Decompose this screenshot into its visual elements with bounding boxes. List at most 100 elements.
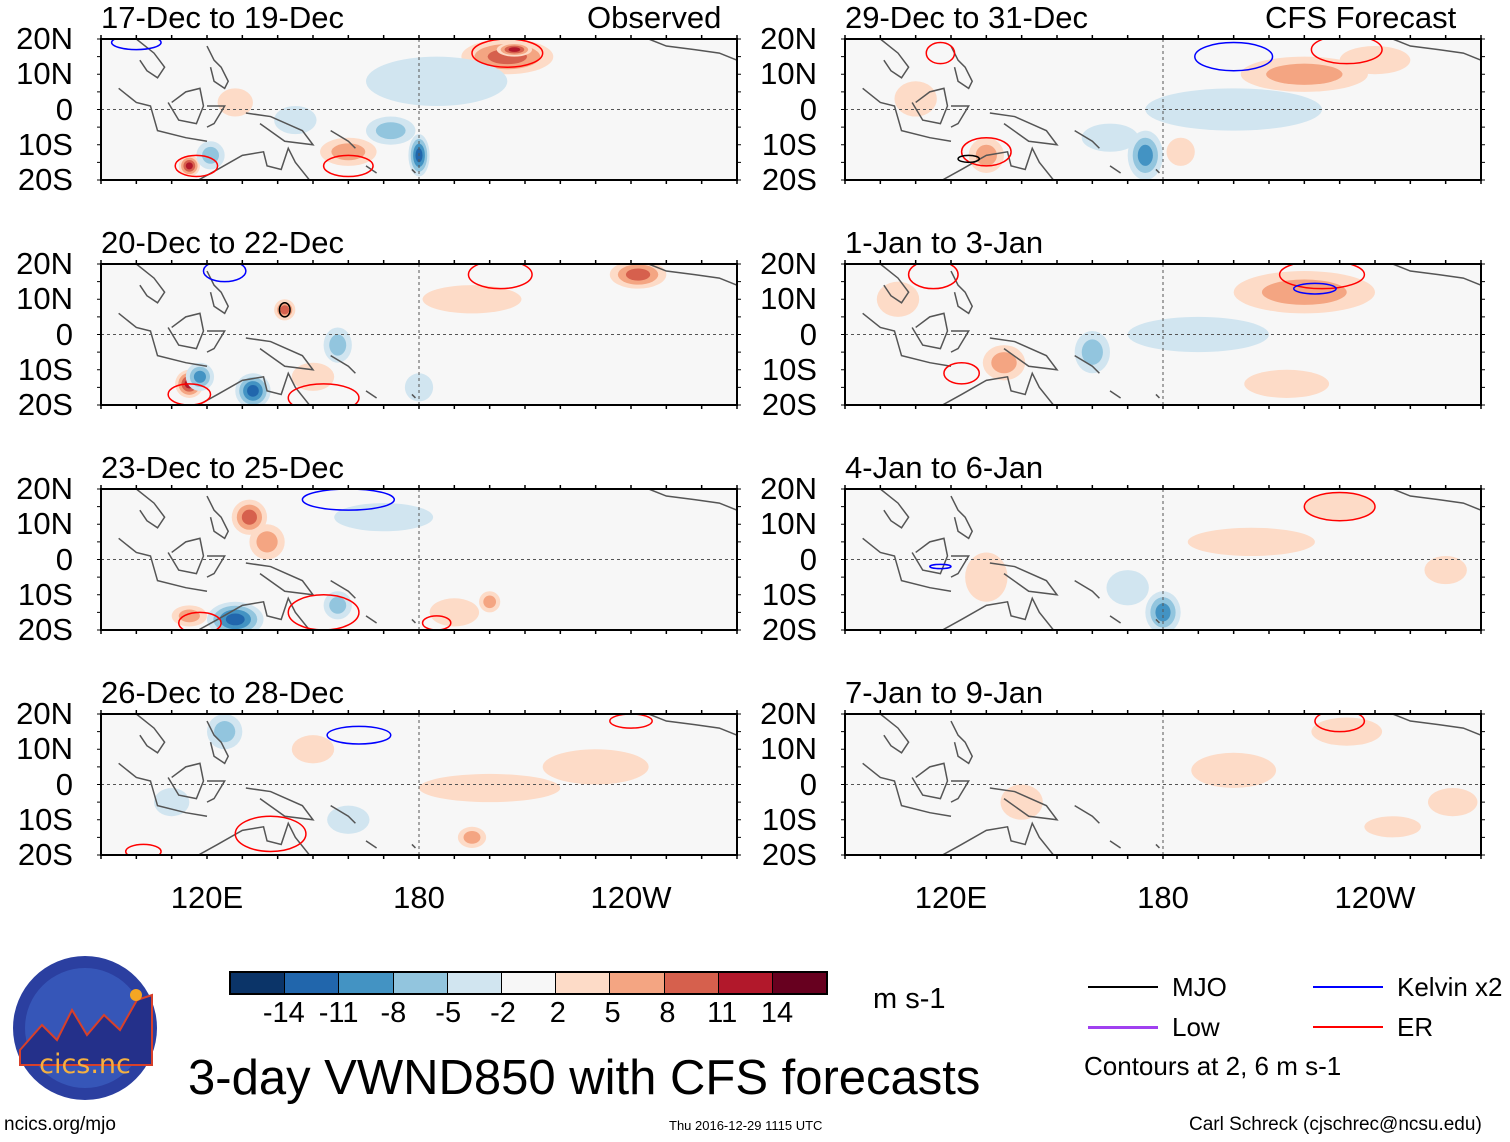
wind-anomaly-blob — [247, 385, 259, 397]
wind-anomaly-blob — [375, 122, 406, 140]
coastline — [1109, 390, 1122, 399]
y-tick-label: 10S — [761, 576, 817, 612]
coastline — [206, 720, 230, 765]
coastline — [206, 270, 230, 315]
er-contour — [287, 383, 360, 405]
panel-title: 20-Dec to 22-Dec — [101, 225, 344, 260]
er-contour — [907, 264, 959, 290]
footer-url[interactable]: ncics.org/mjo — [4, 1114, 116, 1135]
coastline — [911, 537, 949, 575]
colorbar-label: 11 — [707, 997, 738, 1029]
wind-anomaly-blob — [429, 598, 480, 627]
coastline — [950, 720, 974, 765]
coastline — [940, 596, 1055, 630]
er-contour — [234, 815, 307, 853]
wind-anomaly-blob — [1428, 788, 1478, 817]
map-panel — [97, 710, 741, 859]
wind-anomaly-blob — [225, 613, 245, 626]
y-tick-label: 20N — [16, 21, 73, 56]
colorbar-units: m s-1 — [873, 983, 946, 1015]
y-tick-label: 10N — [760, 56, 817, 92]
coastline — [365, 840, 378, 849]
coastline — [245, 112, 315, 146]
er-contour — [322, 154, 374, 178]
wind-anomaly-blob — [291, 362, 335, 391]
coastline — [648, 264, 737, 286]
panel-title: 7-Jan to 9-Jan — [845, 675, 1044, 710]
coastline — [950, 495, 974, 540]
wind-anomaly-blob — [241, 509, 257, 525]
coastline — [411, 618, 416, 624]
legend-label: Low — [1172, 1012, 1220, 1042]
kelvin-contour — [1292, 282, 1337, 295]
coastline — [879, 39, 910, 79]
coastline — [1392, 39, 1481, 61]
coastline — [196, 371, 311, 405]
coastline — [879, 714, 910, 754]
wind-anomaly-blob — [1187, 527, 1315, 556]
coastline — [330, 355, 356, 374]
map-panel — [841, 485, 1485, 634]
wind-anomaly-blob — [202, 146, 220, 164]
coastline — [330, 130, 356, 149]
y-tick-label: 10N — [760, 731, 817, 767]
coastline — [989, 562, 1059, 596]
legend-swatch-kelvin-x2 — [1313, 986, 1383, 988]
wind-anomaly-blob — [419, 773, 561, 803]
coastline — [648, 714, 737, 736]
coastline — [1392, 264, 1481, 286]
colorbar-swatch — [610, 973, 665, 993]
y-tick-label: 10S — [17, 126, 73, 162]
colorbar — [229, 971, 829, 995]
legend-swatch-mjo — [1088, 986, 1158, 988]
er-contour — [124, 843, 162, 855]
wind-anomaly-blob — [256, 531, 278, 553]
coastline — [365, 615, 378, 624]
coastline — [911, 762, 949, 800]
coastline — [879, 489, 910, 529]
y-tick-label: 20N — [760, 246, 817, 281]
mjo-contour — [278, 302, 291, 318]
wind-anomaly-blob — [422, 285, 522, 314]
wind-anomaly-blob — [334, 503, 434, 532]
coastline — [879, 264, 910, 304]
coastline — [1392, 714, 1481, 736]
wind-anomaly-blob — [1106, 570, 1149, 606]
map-panel — [97, 35, 741, 184]
colorbar-label: 14 — [760, 997, 794, 1029]
legend-label: Kelvin x2 — [1397, 972, 1503, 1002]
coastline — [206, 105, 226, 128]
figure-title: 3-day VWND850 with CFS forecasts — [188, 1051, 981, 1105]
y-tick-label: 0 — [799, 316, 817, 352]
coastline — [1074, 130, 1100, 149]
panel-title: 23-Dec to 25-Dec — [101, 450, 344, 485]
y-tick-label: 20S — [761, 387, 817, 422]
wind-anomaly-blob — [214, 721, 236, 743]
wind-anomaly-blob — [625, 268, 651, 281]
wind-anomaly-blob — [1364, 816, 1421, 838]
colorbar-swatch — [556, 973, 611, 993]
coastline — [196, 821, 311, 855]
coastline — [648, 489, 737, 511]
coastline — [411, 393, 416, 399]
cics-logo: cics.nc — [13, 956, 157, 1100]
colorbar-swatch — [718, 973, 773, 993]
y-tick-label: 0 — [799, 541, 817, 577]
y-tick-label: 20S — [761, 837, 817, 872]
coastline — [135, 39, 166, 79]
wind-anomaly-blob — [217, 88, 253, 117]
y-tick-label: 10S — [761, 351, 817, 387]
y-tick-label: 10N — [16, 506, 73, 542]
y-tick-label: 20N — [760, 21, 817, 56]
y-tick-label: 10S — [17, 576, 73, 612]
colorbar-swatch — [285, 973, 340, 993]
colorbar-label: 8 — [659, 997, 676, 1029]
y-tick-label: 20S — [17, 162, 73, 197]
colorbar-swatch — [339, 973, 394, 993]
coastline — [950, 330, 970, 353]
y-tick-label: 0 — [799, 91, 817, 127]
wind-anomaly-blob — [329, 596, 347, 614]
coastline — [648, 39, 737, 61]
y-tick-label: 0 — [55, 316, 73, 352]
x-tick-label: 120W — [1334, 880, 1416, 915]
